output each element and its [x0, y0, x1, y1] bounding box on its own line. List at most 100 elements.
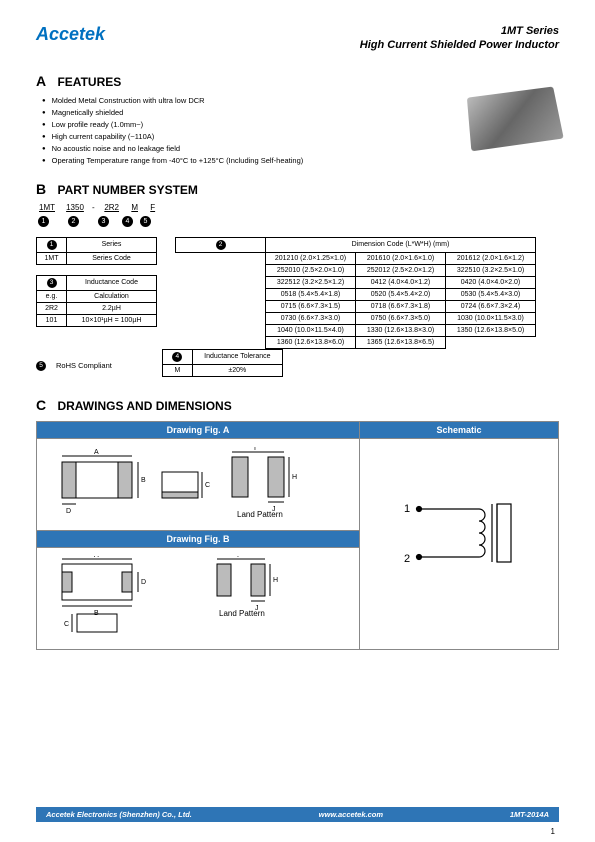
tolerance-table: 4Inductance Tolerance M±20% [162, 349, 283, 377]
title-line1: 1MT Series [360, 24, 559, 38]
dim-cell: 0715 (6.6×7.3×1.5) [266, 300, 356, 312]
rohs-block: 5 RoHS Compliant [36, 361, 112, 371]
pn-dash: - [92, 203, 95, 212]
footer-left: Accetek Electronics (Shenzhen) Co., Ltd. [46, 810, 192, 819]
svg-text:C: C [205, 482, 210, 489]
section-a-header: A FEATURES [36, 73, 559, 89]
badge-1: 1 [47, 240, 57, 250]
series-table: 1Series 1MTSeries Code [36, 237, 157, 265]
svg-text:H: H [292, 474, 297, 481]
figB-body: A B D C I J H Land Patte [37, 548, 359, 649]
dim-cell: 0420 (4.0×4.0×2.0) [446, 276, 536, 288]
schematic-header: Schematic [360, 422, 558, 439]
svg-text:1: 1 [404, 503, 410, 515]
drawing-col-left: Drawing Fig. A A B D [37, 422, 360, 649]
schematic-svg: 1 2 [384, 494, 534, 584]
left-tables: 1Series 1MTSeries Code 3Inductance Code … [36, 237, 157, 337]
section-b-header: B PART NUMBER SYSTEM [36, 181, 559, 197]
pn-badge: 2 [68, 216, 79, 227]
badge-3: 3 [47, 278, 57, 288]
figA-header: Drawing Fig. A [37, 422, 359, 439]
section-c-letter: C [36, 397, 46, 413]
doc-title: 1MT Series High Current Shielded Power I… [360, 24, 559, 53]
dim-cell: 0724 (6.6×7.3×2.4) [446, 300, 536, 312]
drawing-col-right: Schematic 1 2 [360, 422, 558, 649]
inductance-table: 3Inductance Code e.g.Calculation 2R22.2µ… [36, 275, 157, 327]
pn-c4: M [129, 203, 141, 212]
dim-cell: 0750 (6.6×7.3×5.0) [356, 312, 446, 324]
tol-val: ±20% [192, 364, 282, 376]
bottom-tables-row: 5 RoHS Compliant 4Inductance Tolerance M… [36, 349, 559, 377]
dim-cell: 201210 (2.0×1.25×1.0) [266, 252, 356, 264]
ind-r2b: 2.2µH [67, 302, 157, 314]
pn-c3: 2R2 [101, 203, 123, 212]
series-header: Series [67, 237, 157, 252]
svg-text:I: I [237, 556, 239, 559]
feature-item: High current capability (~110A) [42, 131, 303, 143]
page-number: 1 [551, 827, 555, 836]
dim-cell: 1040 (10.0×11.5×4.0) [266, 324, 356, 336]
badge-2: 2 [216, 240, 226, 250]
dim-header: Dimension Code (L*W*H) (mm) [266, 237, 536, 252]
tables-block: 1Series 1MTSeries Code 3Inductance Code … [36, 237, 559, 349]
feature-item: Magnetically shielded [42, 107, 303, 119]
dim-cell: 0730 (6.6×7.3×3.0) [266, 312, 356, 324]
figB-header: Drawing Fig. B [37, 530, 359, 548]
svg-text:2: 2 [404, 553, 410, 565]
ind-r3b: 10×10¹µH = 100µH [67, 314, 157, 326]
figB-svg: A B D C I J H Land Patte [47, 556, 347, 641]
pn-c2: 1350 [64, 203, 86, 212]
section-b-title: PART NUMBER SYSTEM [57, 183, 197, 197]
right-tables: 2 Dimension Code (L*W*H) (mm) 201210 (2.0… [175, 237, 536, 349]
svg-text:A: A [94, 556, 99, 559]
pn-badge: 4 [122, 216, 133, 227]
dim-cell: 322510 (3.2×2.5×1.0) [446, 264, 536, 276]
rohs-label: RoHS Compliant [56, 361, 112, 370]
product-photo [467, 86, 564, 151]
dim-cell: 322512 (3.2×2.5×1.2) [266, 276, 356, 288]
dim-cell: 252012 (2.5×2.0×1.2) [356, 264, 446, 276]
dim-cell: 1330 (12.6×13.8×3.0) [356, 324, 446, 336]
section-c-header: C DRAWINGS AND DIMENSIONS [36, 397, 559, 413]
dim-cell: 0530 (5.4×5.4×3.0) [446, 288, 536, 300]
svg-text:C: C [64, 621, 69, 628]
dim-cell: 252010 (2.5×2.0×1.0) [266, 264, 356, 276]
figA-svg: A B D C I H [47, 447, 347, 522]
section-c-title: DRAWINGS AND DIMENSIONS [57, 399, 231, 413]
ind-header: Inductance Code [67, 275, 157, 290]
svg-text:I: I [254, 447, 256, 452]
figA-body: A B D C I H [37, 439, 359, 530]
schematic-body: 1 2 [360, 439, 558, 639]
section-b-letter: B [36, 181, 46, 197]
page-footer: Accetek Electronics (Shenzhen) Co., Ltd.… [36, 807, 559, 822]
tol-code: M [162, 364, 192, 376]
ind-r3a: 101 [37, 314, 67, 326]
dim-cell: 201612 (2.0×1.6×1.2) [446, 252, 536, 264]
svg-text:A: A [94, 449, 99, 456]
dim-cell: 201610 (2.0×1.6×1.0) [356, 252, 446, 264]
dim-cell: 0518 (5.4×5.4×1.8) [266, 288, 356, 300]
dim-cell: 0520 (5.4×5.4×2.0) [356, 288, 446, 300]
feature-item: Low profile ready (1.0mm~) [42, 119, 303, 131]
dim-cell: 1030 (10.0×11.5×3.0) [446, 312, 536, 324]
dim-cell: 1360 (12.6×13.8×6.0) [266, 336, 356, 348]
badge-5: 5 [36, 361, 46, 371]
pn-badge: 5 [140, 216, 151, 227]
ind-r2a: 2R2 [37, 302, 67, 314]
dim-cell: 0718 (6.6×7.3×1.8) [356, 300, 446, 312]
dim-cell: 1350 (12.6×13.8×5.0) [446, 324, 536, 336]
pn-c1: 1MT [36, 203, 58, 212]
drawings-block: Drawing Fig. A A B D [36, 421, 559, 650]
pn-badge: 3 [98, 216, 109, 227]
ind-r1b: Calculation [67, 290, 157, 302]
pn-badge: 1 [38, 216, 49, 227]
svg-text:D: D [141, 579, 146, 586]
part-number-codes: 1MT 1350 - 2R2 M F [36, 203, 559, 212]
footer-mid: www.accetek.com [319, 810, 383, 819]
section-a-title: FEATURES [57, 75, 121, 89]
svg-text:B: B [141, 477, 146, 484]
dimension-table: 2 Dimension Code (L*W*H) (mm) 201210 (2.0… [175, 237, 536, 349]
dim-cell: 0412 (4.0×4.0×1.2) [356, 276, 446, 288]
pn-c5: F [147, 203, 159, 212]
series-code: 1MT [37, 252, 67, 264]
